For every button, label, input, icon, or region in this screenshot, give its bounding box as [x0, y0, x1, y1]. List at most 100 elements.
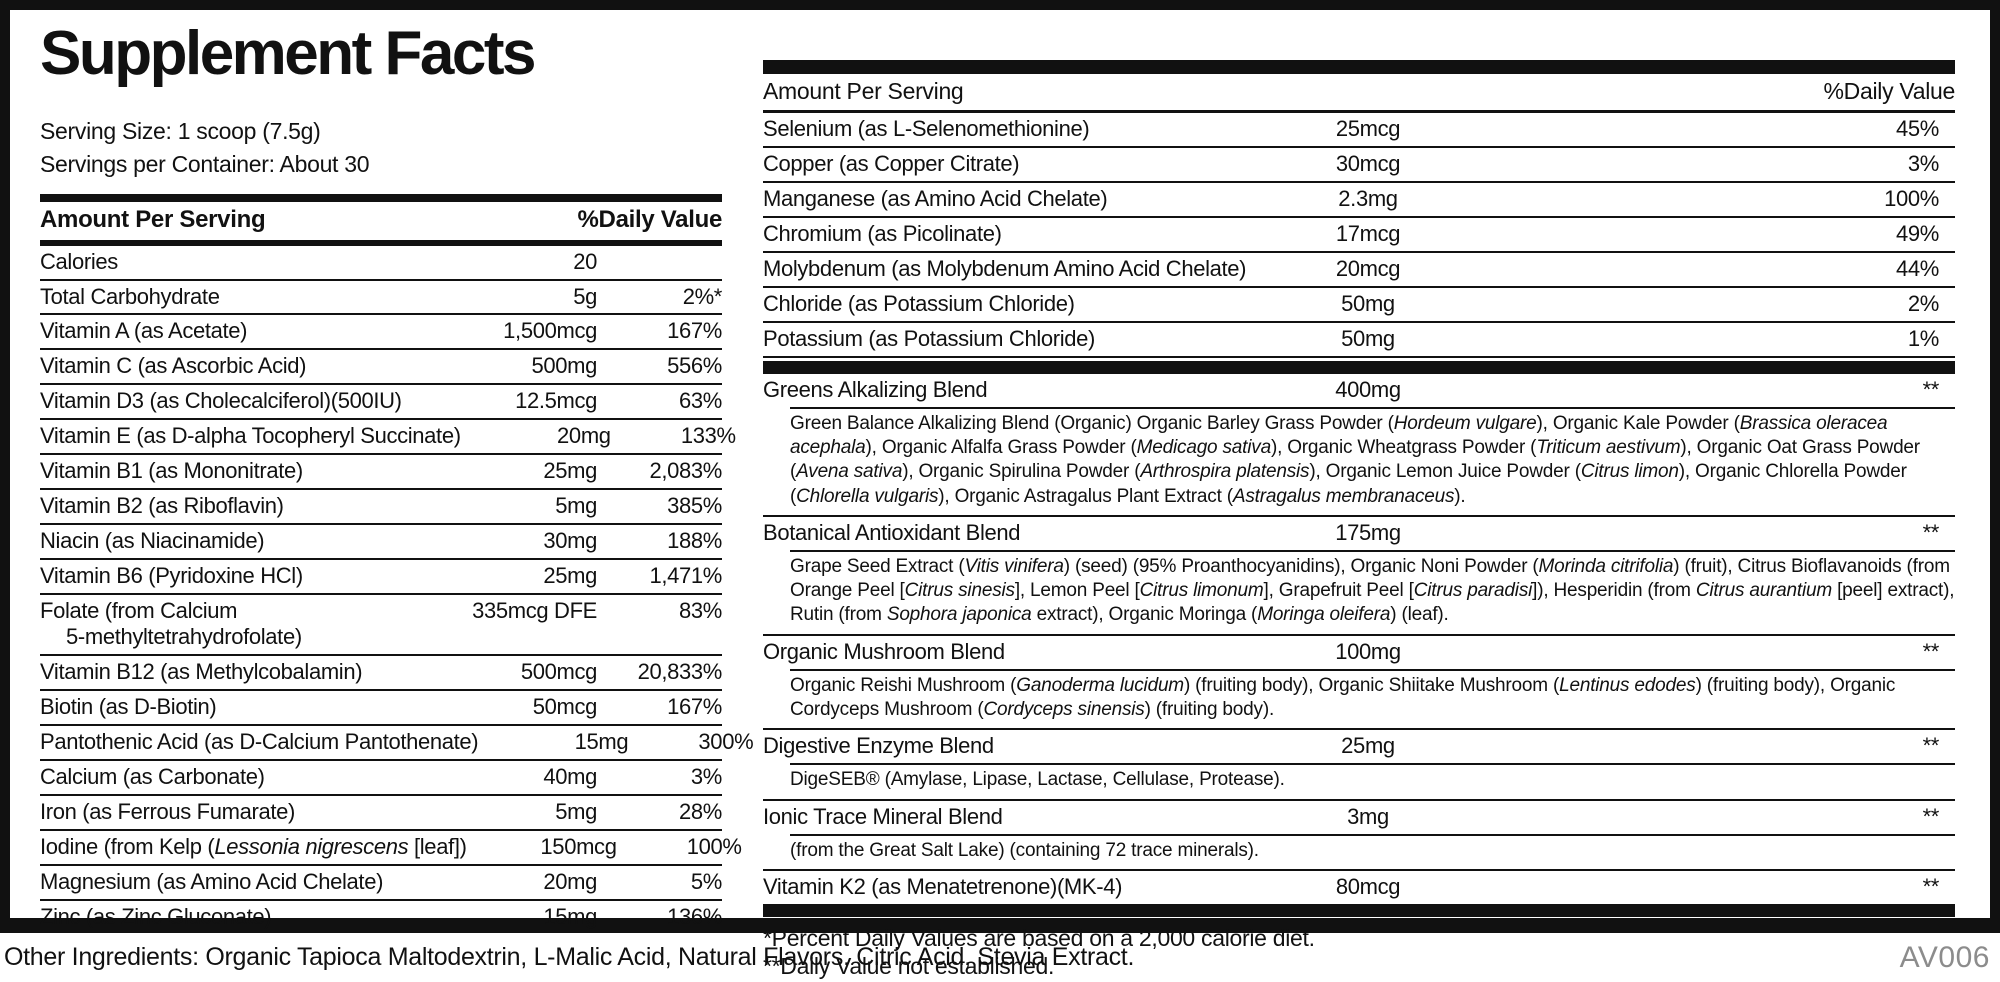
daily-value: 3% — [1907, 150, 1939, 176]
text-segment: ), Organic Kale Powder ( — [1536, 412, 1740, 434]
daily-value: 45% — [1896, 116, 1939, 141]
ingredient-name: Greens Alkalizing Blend — [763, 376, 988, 402]
daily-value: 300% — [698, 728, 754, 754]
table-row: Copper (as Copper Citrate) 30mcg 3% — [763, 148, 1955, 183]
latin-name: Citrus paradisi — [1413, 580, 1533, 602]
latin-name: Citrus sinesis — [904, 580, 1015, 602]
text-segment: ), Organic Oat Grass Powder ( — [790, 436, 1920, 483]
right-table-header: Amount Per Serving %Daily Value — [763, 74, 1955, 113]
blend-section: Digestive Enzyme Blend 25mg ** DigeSEB® (Am… — [763, 728, 1955, 798]
table-row: Biotin (as D-Biotin) 50mcg 167% — [40, 691, 722, 726]
ingredient-name: Potassium (as Potassium Chloride) — [763, 325, 1096, 351]
ingredient-name: Folate (from Calcium 5-methyltetrahydrofo… — [40, 598, 447, 650]
ingredient-name: Vitamin A (as Acetate) — [40, 318, 248, 344]
blend-section: Vitamin K2 (as Menatetrenone)(MK-4) 80mcg… — [763, 868, 1955, 904]
product-code: AV006 — [1899, 940, 1990, 974]
amount-per-serving-header: Amount Per Serving — [40, 205, 266, 233]
latin-name: Citrus aurantium — [1695, 580, 1833, 602]
amount-value: 400mg — [1335, 376, 1401, 402]
table-row: Molybdenum (as Molybdenum Amino Acid Che… — [763, 253, 1955, 288]
text-segment: ), Organic Wheatgrass Powder ( — [1270, 436, 1537, 458]
left-table-header: Amount Per Serving %Daily Value — [40, 202, 722, 240]
text-segment: ), Organic Astragalus Plant Extract ( — [938, 485, 1233, 507]
ingredient-name: Botanical Antioxidant Blend — [763, 519, 1021, 545]
latin-name: Cordyceps sinensis — [983, 699, 1145, 721]
daily-value: ** — [1922, 376, 1940, 402]
right-nutrient-table: Selenium (as L-Selenomethionine) 25mcg 45%… — [763, 113, 1955, 358]
amount-value: 50mg — [1341, 325, 1395, 351]
ingredient-name: Manganese (as Amino Acid Chelate) — [763, 185, 1108, 211]
thick-rule — [763, 60, 1955, 74]
footer: Other Ingredients: Organic Tapioca Malto… — [0, 933, 2000, 982]
ingredient-name: Chromium (as Picolinate) — [763, 220, 1002, 246]
separator — [790, 763, 1955, 766]
daily-value-header: %Daily Value — [1823, 78, 1956, 104]
latin-name: Vitis vinifera — [964, 555, 1064, 577]
daily-value: 556% — [667, 353, 722, 379]
ingredient-name: Zinc (as Zinc Gluconate) — [40, 903, 272, 929]
daily-value: ** — [1922, 733, 1940, 759]
table-row: Selenium (as L-Selenomethionine) 25mcg 45% — [763, 113, 1955, 148]
text-segment: [leaf]) — [408, 833, 467, 859]
latin-name: Medicago sativa — [1136, 436, 1271, 458]
blend-section: Botanical Antioxidant Blend 175mg ** Grape … — [763, 514, 1955, 634]
blend-description: DigeSEB® (Amylase, Lipase, Lactase, Cell… — [790, 769, 1285, 791]
amount-value: 3mg — [1347, 803, 1389, 829]
text-segment: ]), Hesperidin (from — [1532, 580, 1696, 602]
daily-value: 5% — [690, 868, 722, 894]
serving-size: Serving Size: 1 scoop (7.5g) — [40, 118, 321, 145]
blends-section: Greens Alkalizing Blend 400mg ** Green Bala… — [763, 374, 1955, 904]
table-row: Total Carbohydrate 5g 2%* — [40, 281, 722, 316]
daily-value: 1,471% — [649, 563, 722, 589]
amount-value: 500mcg — [520, 658, 598, 684]
footnote-daily-values: *Percent Daily Values are based on a 2,0… — [763, 924, 1315, 951]
daily-value: 2%* — [682, 283, 723, 309]
daily-value: 167% — [667, 693, 722, 719]
daily-value: 100% — [1884, 185, 1939, 211]
daily-value: ** — [1922, 873, 1940, 899]
ingredient-name: Vitamin B2 (as Riboflavin) — [40, 493, 284, 519]
amount-value: 20 — [573, 248, 597, 274]
latin-name: Citrus limon — [1580, 461, 1679, 483]
amount-value: 5g — [573, 283, 597, 309]
amount-value: 15mg — [543, 903, 597, 929]
servings-per-container: Servings per Container: About 30 — [40, 150, 370, 177]
separator — [790, 549, 1955, 552]
ingredient-name: Molybdenum (as Molybdenum Amino Acid Che… — [763, 255, 1247, 281]
amount-value: 25mg — [543, 458, 597, 484]
amount-value: 50mg — [1341, 290, 1395, 316]
blend-description: (from the Great Salt Lake) (containing 7… — [790, 839, 1259, 861]
ingredient-name: Digestive Enzyme Blend — [763, 733, 994, 759]
table-row: Folate (from Calcium 5-methyltetrahydrofo… — [40, 595, 722, 656]
blend-header-row: Digestive Enzyme Blend 25mg ** — [763, 730, 1955, 763]
amount-value: 25mg — [543, 563, 597, 589]
amount-value: 25mcg — [1335, 116, 1401, 141]
ingredient-name: Organic Mushroom Blend — [763, 638, 1005, 664]
amount-value: 100mg — [1335, 638, 1401, 664]
ingredient-name: Copper (as Copper Citrate) — [763, 150, 1020, 176]
text-segment: Iodine (from Kelp ( — [40, 833, 215, 859]
daily-value: ** — [1922, 803, 1940, 829]
table-row: Iodine (from Kelp (Lessonia nigrescens [… — [40, 831, 742, 866]
daily-value: ** — [1922, 519, 1940, 545]
text-segment: ), Organic Lemon Juice Powder ( — [1309, 461, 1581, 483]
text-segment: ), Organic Chlorella Powder ( — [790, 461, 1907, 507]
table-row: Pantothenic Acid (as D-Calcium Pantothen… — [40, 726, 754, 761]
latin-name: Avena sativa — [796, 461, 903, 483]
blend-section: Organic Mushroom Blend 100mg ** Organic Rei… — [763, 633, 1955, 729]
ingredient-name: Biotin (as D-Biotin) — [40, 693, 217, 719]
text-segment: ). — [1454, 485, 1466, 507]
panel-title: Supplement Facts — [40, 19, 537, 88]
table-row: Potassium (as Potassium Chloride) 50mg 1% — [763, 323, 1955, 358]
ingredient-name: Calories — [40, 248, 118, 274]
amount-value: 25mg — [1341, 733, 1395, 759]
blend-description: Green Balance Alkalizing Blend (Organic)… — [790, 409, 1955, 515]
latin-name: Lentinus edodes — [1559, 674, 1696, 696]
daily-value: 2,083% — [649, 458, 722, 484]
daily-value-header: %Daily Value — [577, 205, 723, 233]
latin-name: Arthrospira platensis — [1140, 461, 1310, 483]
daily-value: 28% — [679, 798, 722, 824]
amount-value: 40mg — [543, 763, 597, 789]
amount-value: 175mg — [1335, 519, 1401, 545]
latin-name: Hordeum vulgare — [1393, 412, 1537, 434]
